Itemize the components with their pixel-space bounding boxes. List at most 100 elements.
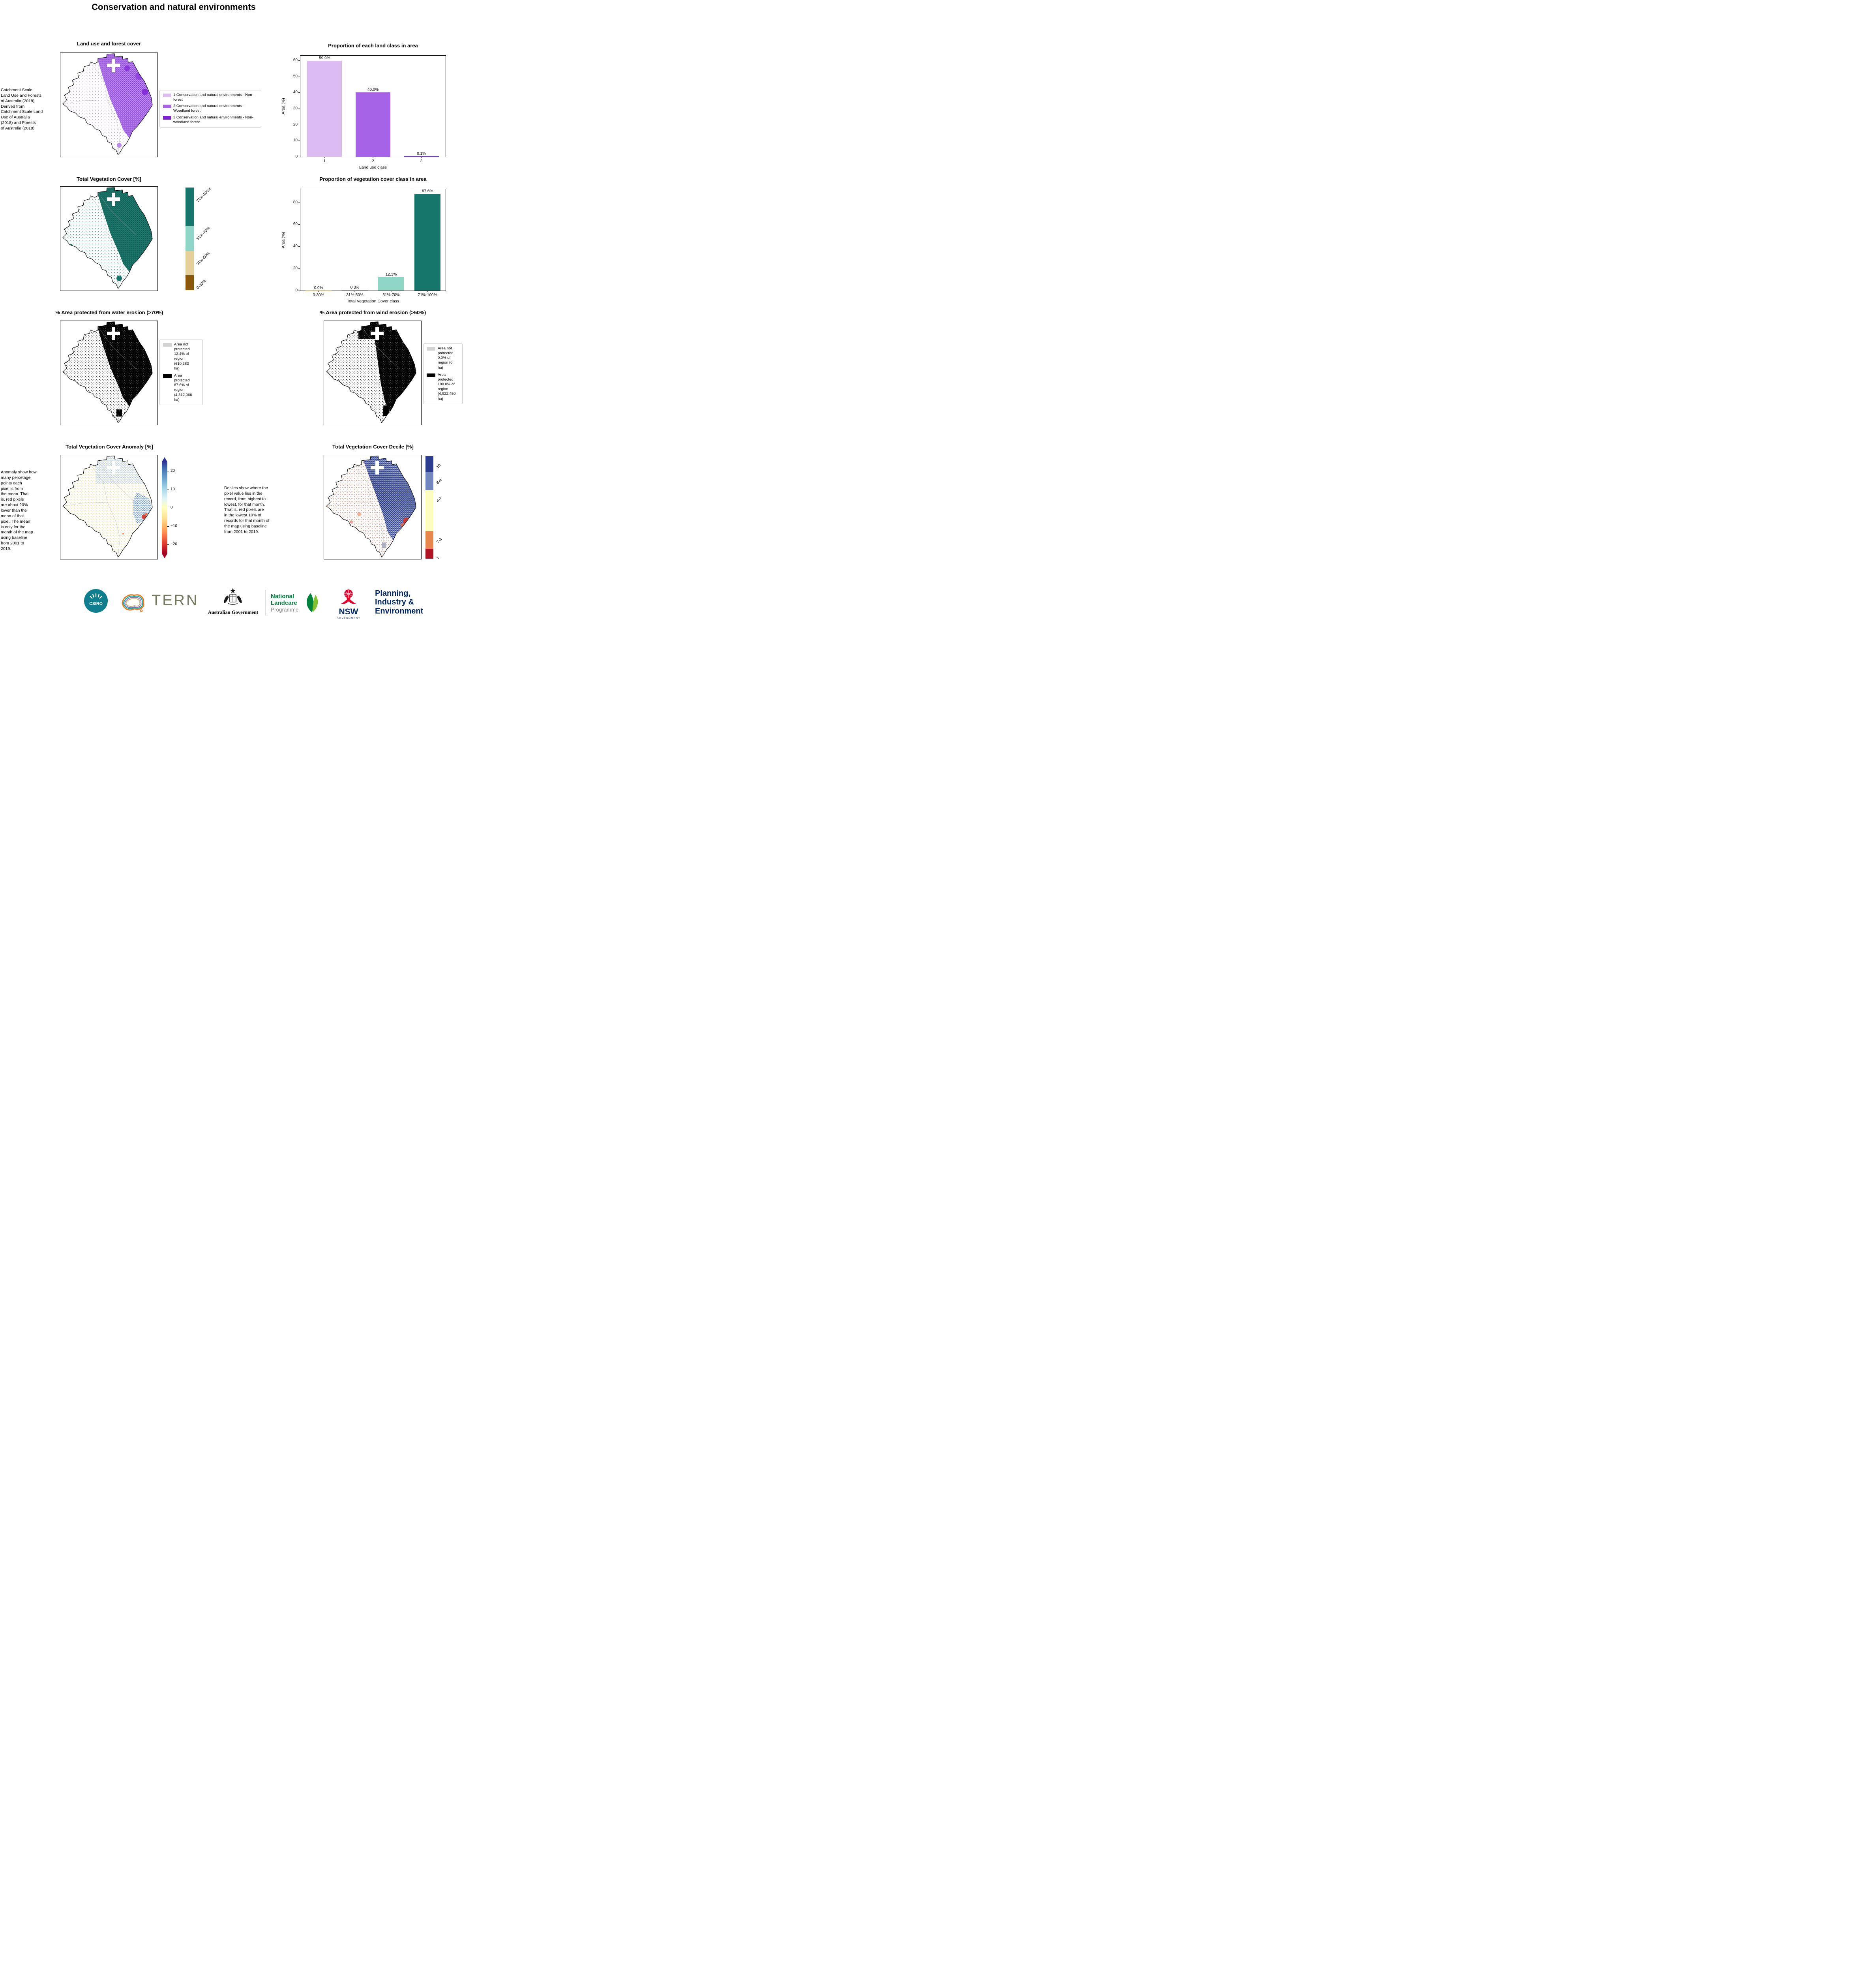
decile-map-title: Total Vegetation Cover Decile [%] (332, 444, 414, 450)
y-tick-label: 60 (293, 58, 298, 63)
x-tick-label: 71%-100% (418, 293, 437, 297)
colorbar-arrow-up (162, 457, 167, 462)
x-tick-mark (421, 157, 422, 158)
bar-value-label: 87.6% (422, 189, 433, 194)
colorbar-segment-4-7 (425, 490, 433, 531)
legend-label: 1 Conservation and natural environments … (173, 93, 253, 102)
decile-note: Deciles show where the pixel value lies … (224, 486, 270, 534)
australian-government-text: Australian Government (208, 610, 259, 615)
bar-2 (355, 92, 391, 157)
land-use-map (60, 53, 158, 157)
y-tick-label: 10 (293, 138, 298, 143)
legend-item: Area protected 100.0% of region (4,922,4… (427, 373, 459, 402)
anomaly-map-title: Total Vegetation Cover Anomaly [%] (66, 444, 153, 450)
planning-industry-environment-logo: Planning, Industry & Environment (375, 589, 423, 615)
legend-item: Area not protected 12.4% of region (610,… (163, 342, 199, 371)
bar-value-label: 0.3% (350, 285, 360, 290)
colorbar-segment-0-30 (186, 275, 194, 290)
water-erosion-map-title: % Area protected from water erosion (>70… (55, 310, 163, 315)
legend-item: 1 Conservation and natural environments … (163, 93, 258, 102)
colorbar-label: 4-7 (436, 496, 443, 503)
bar-71%-100% (414, 194, 441, 291)
veg-cover-colorbar: 71%-100% 51%-70% 31%-50% 0-30% (186, 186, 212, 290)
water-erosion-legend: Area not protected 12.4% of region (610,… (159, 340, 203, 405)
csiro-logo: CSIRO (84, 589, 108, 615)
legend-swatch-class2 (163, 105, 171, 109)
water-erosion-map (60, 321, 158, 425)
colorbar-segment-1 (425, 549, 433, 559)
y-tick-label: 40 (293, 244, 298, 249)
colorbar-segment-8-9 (425, 472, 433, 490)
y-tick-label: 0 (295, 288, 298, 293)
wind-erosion-map (324, 321, 422, 425)
legend-item: Area protected 87.6% of region (4,312,06… (163, 373, 199, 402)
colorbar-tick: 20 (171, 469, 175, 473)
colorbar-segment-2-3 (425, 531, 433, 549)
bar-3 (404, 156, 439, 157)
legend-item: 3 Conservation and natural environments … (163, 115, 258, 125)
legend-swatch-protected (427, 373, 435, 377)
y-tick-label: 40 (293, 90, 298, 95)
y-tick-label: 20 (293, 266, 298, 271)
legend-swatch-not-protected (163, 343, 172, 347)
landcare-text-national: National (271, 593, 294, 600)
legend-swatch-class1 (163, 94, 171, 97)
colorbar-label: 71%-100% (196, 186, 213, 203)
colorbar-tick: −20 (171, 542, 177, 546)
y-axis-label: Area (%) (281, 98, 286, 114)
veg-cover-map-title: Total Vegetation Cover [%] (77, 176, 141, 182)
tern-logo-text: TERN (152, 592, 199, 609)
australian-government-crest-icon (220, 587, 246, 610)
legend-item: Area not protected 0.0% of region (0 ha) (427, 346, 459, 370)
pie-text-line1: Planning, (375, 589, 410, 598)
land-use-map-title: Land use and forest cover (77, 41, 141, 47)
tern-australia-icon (119, 591, 148, 614)
x-tick-mark (324, 157, 325, 158)
colorbar-segment-51-70 (186, 226, 194, 251)
x-axis-label: Land use class (359, 165, 387, 170)
legend-swatch-protected (163, 374, 172, 378)
colorbar-label: 2-3 (436, 537, 443, 544)
colorbar-tick: 0 (171, 505, 173, 510)
landcare-text-programme: Programme (271, 606, 299, 613)
anomaly-colorbar-gradient (162, 462, 167, 554)
bar-value-label: 0.0% (314, 285, 323, 290)
page-title: Conservation and natural environments (92, 2, 256, 12)
legend-swatch-not-protected (427, 347, 435, 351)
y-tick-mark (298, 268, 300, 269)
national-landcare-logo: National Landcare Programme (271, 593, 299, 613)
y-tick-mark (298, 60, 300, 61)
colorbar-label: 8-9 (436, 478, 443, 485)
x-tick-mark (391, 291, 392, 292)
y-tick-mark (298, 224, 300, 225)
colorbar-label: 1 (436, 555, 440, 560)
x-tick-label: 2 (372, 159, 374, 163)
colorbar-segment-71-100 (186, 188, 194, 226)
decile-map (324, 455, 422, 559)
anomaly-colorbar: 20 10 0 −10 −20 (162, 457, 177, 558)
bar-value-label: 40.0% (367, 88, 379, 92)
report-page: Conservation and natural environments La… (0, 0, 469, 630)
csiro-sun-icon (90, 593, 102, 599)
bar-value-label: 0.1% (417, 152, 426, 156)
y-tick-label: 30 (293, 106, 298, 111)
x-tick-mark (427, 291, 428, 292)
x-tick-label: 0-30% (313, 293, 324, 297)
x-axis-label: Total Vegetation Cover class (347, 299, 399, 304)
land-class-bar-chart: Proportion of each land class in area Ar… (281, 43, 446, 170)
anomaly-note: Anomaly show how many percetage points e… (1, 470, 37, 552)
wind-erosion-map-title: % Area protected from wind erosion (>50%… (320, 310, 426, 315)
x-tick-label: 31%-50% (346, 293, 364, 297)
bar-31%-50% (341, 290, 368, 291)
csiro-logo-text: CSIRO (89, 602, 103, 606)
y-tick-mark (298, 92, 300, 93)
chart-title: Proportion of each land class in area (328, 43, 418, 49)
y-axis-label: Area (%) (281, 231, 286, 248)
landcare-leaf-icon (302, 591, 322, 615)
plot-area: 0 10 20 30 40 50 60 59.9% 1 40.0% 2 0.1% 3 (293, 55, 446, 163)
colorbar-tick: −10 (171, 524, 177, 528)
bar-51%-70% (378, 277, 405, 291)
colorbar-segment-31-50 (186, 251, 194, 275)
y-tick-mark (298, 246, 300, 247)
legend-label: Area protected 87.6% of region (4,312,06… (174, 373, 192, 402)
